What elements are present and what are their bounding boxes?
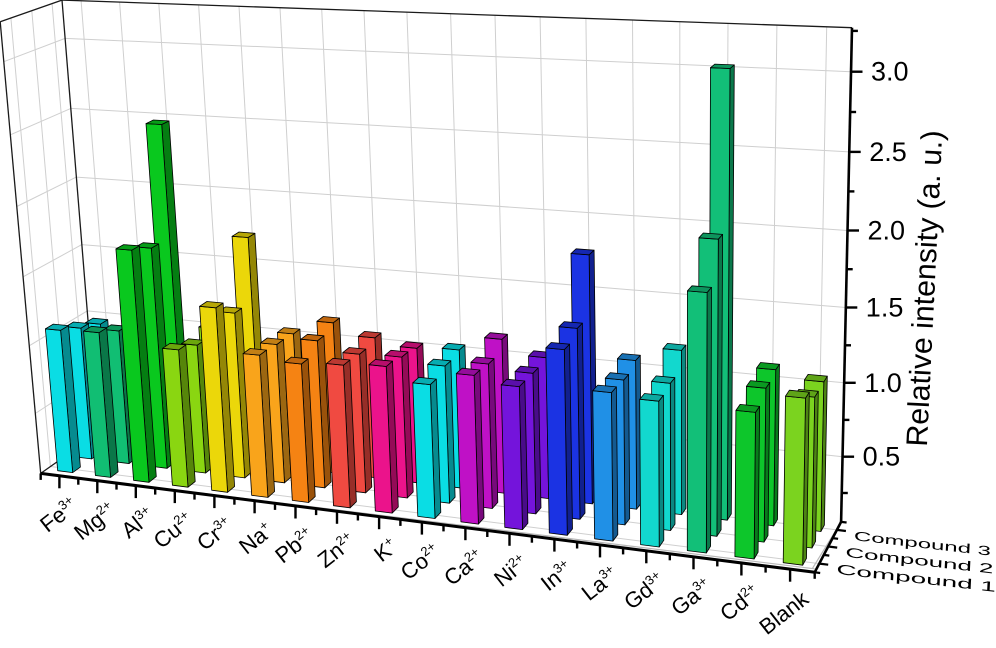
svg-text:2.0: 2.0: [868, 216, 906, 246]
svg-text:3.0: 3.0: [871, 57, 909, 87]
svg-text:1.0: 1.0: [864, 368, 902, 398]
svg-text:1.5: 1.5: [866, 293, 904, 323]
svg-text:2.5: 2.5: [869, 137, 907, 167]
svg-text:0.5: 0.5: [863, 442, 901, 472]
